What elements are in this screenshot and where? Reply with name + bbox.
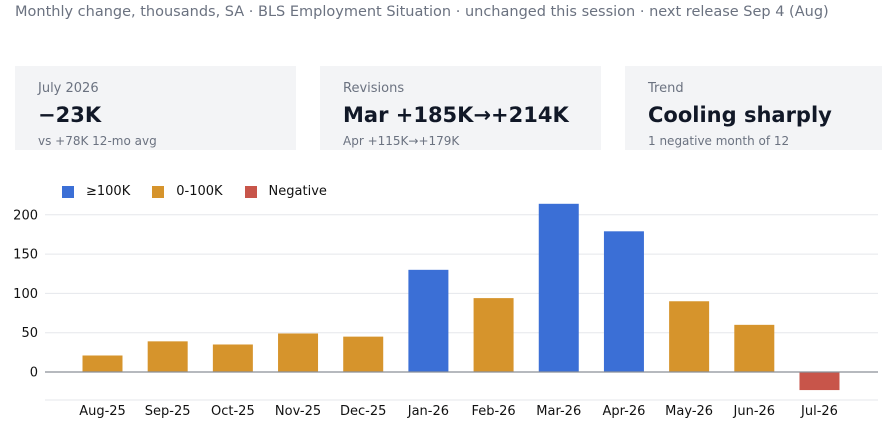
kpi-card-latest: July 2026 −23K vs +78K 12-mo avg xyxy=(15,66,296,150)
bar-aug-25 xyxy=(82,355,123,372)
bar-mar-26 xyxy=(538,203,579,372)
bar-oct-25 xyxy=(212,344,253,372)
legend-swatch-high xyxy=(62,185,74,198)
y-tick-label: 200 xyxy=(13,208,38,223)
kpi-card-value: Mar +185K→+214K xyxy=(343,103,569,127)
legend-item-mid: 0-100K xyxy=(152,184,223,199)
legend-swatch-negative xyxy=(244,185,257,198)
bar-jun-26 xyxy=(734,324,775,372)
kpi-card-label: Trend xyxy=(648,81,684,96)
bar-sep-25 xyxy=(147,341,188,372)
x-tick-label: Nov-25 xyxy=(275,404,321,419)
kpi-card-sub: 1 negative month of 12 xyxy=(648,134,790,148)
kpi-card-label: July 2026 xyxy=(38,81,99,96)
legend-label: ≥100K xyxy=(86,184,131,199)
kpi-card-revisions: Revisions Mar +185K→+214K Apr +115K→+179… xyxy=(320,66,601,150)
legend-item-negative: Negative xyxy=(244,184,327,199)
bar-nov-25 xyxy=(278,333,319,372)
kpi-card-value: −23K xyxy=(38,103,102,127)
kpi-card-sub: Apr +115K→+179K xyxy=(343,134,460,148)
bar-feb-26 xyxy=(473,298,514,372)
bar-dec-25 xyxy=(343,336,384,372)
y-tick-label: 150 xyxy=(13,248,38,263)
x-tick-label: Jul-26 xyxy=(800,404,838,419)
chart-subtitle: Monthly change, thousands, SA · BLS Empl… xyxy=(15,4,829,20)
legend-label: 0-100K xyxy=(176,184,223,199)
y-tick-label: 50 xyxy=(21,326,38,341)
kpi-card-trend: Trend Cooling sharply 1 negative month o… xyxy=(625,66,882,150)
kpi-card-label: Revisions xyxy=(343,81,405,96)
x-tick-label: Dec-25 xyxy=(340,404,386,419)
x-tick-label: Jan-26 xyxy=(407,404,449,419)
legend-label: Negative xyxy=(268,184,327,199)
bar-jan-26 xyxy=(408,269,449,372)
x-tick-label: Jun-26 xyxy=(733,404,776,419)
x-tick-label: Mar-26 xyxy=(536,404,581,419)
x-tick-label: May-26 xyxy=(665,404,713,419)
x-tick-label: Oct-25 xyxy=(211,404,255,419)
y-tick-label: 100 xyxy=(13,287,38,302)
y-tick-label: 0 xyxy=(30,366,38,381)
x-tick-label: Aug-25 xyxy=(79,404,126,419)
x-tick-label: Sep-25 xyxy=(145,404,191,419)
bar-apr-26 xyxy=(603,231,644,372)
bar-jul-26 xyxy=(799,372,840,391)
kpi-card-value: Cooling sharply xyxy=(648,103,832,127)
legend-swatch-mid xyxy=(152,185,165,198)
kpi-card-sub: vs +78K 12-mo avg xyxy=(38,134,157,148)
chart-legend: ≥100K 0-100K Negative xyxy=(62,184,349,199)
bar-may-26 xyxy=(669,301,710,372)
legend-item-high: ≥100K xyxy=(62,184,130,199)
x-tick-label: Apr-26 xyxy=(602,404,645,419)
x-tick-label: Feb-26 xyxy=(471,404,515,419)
